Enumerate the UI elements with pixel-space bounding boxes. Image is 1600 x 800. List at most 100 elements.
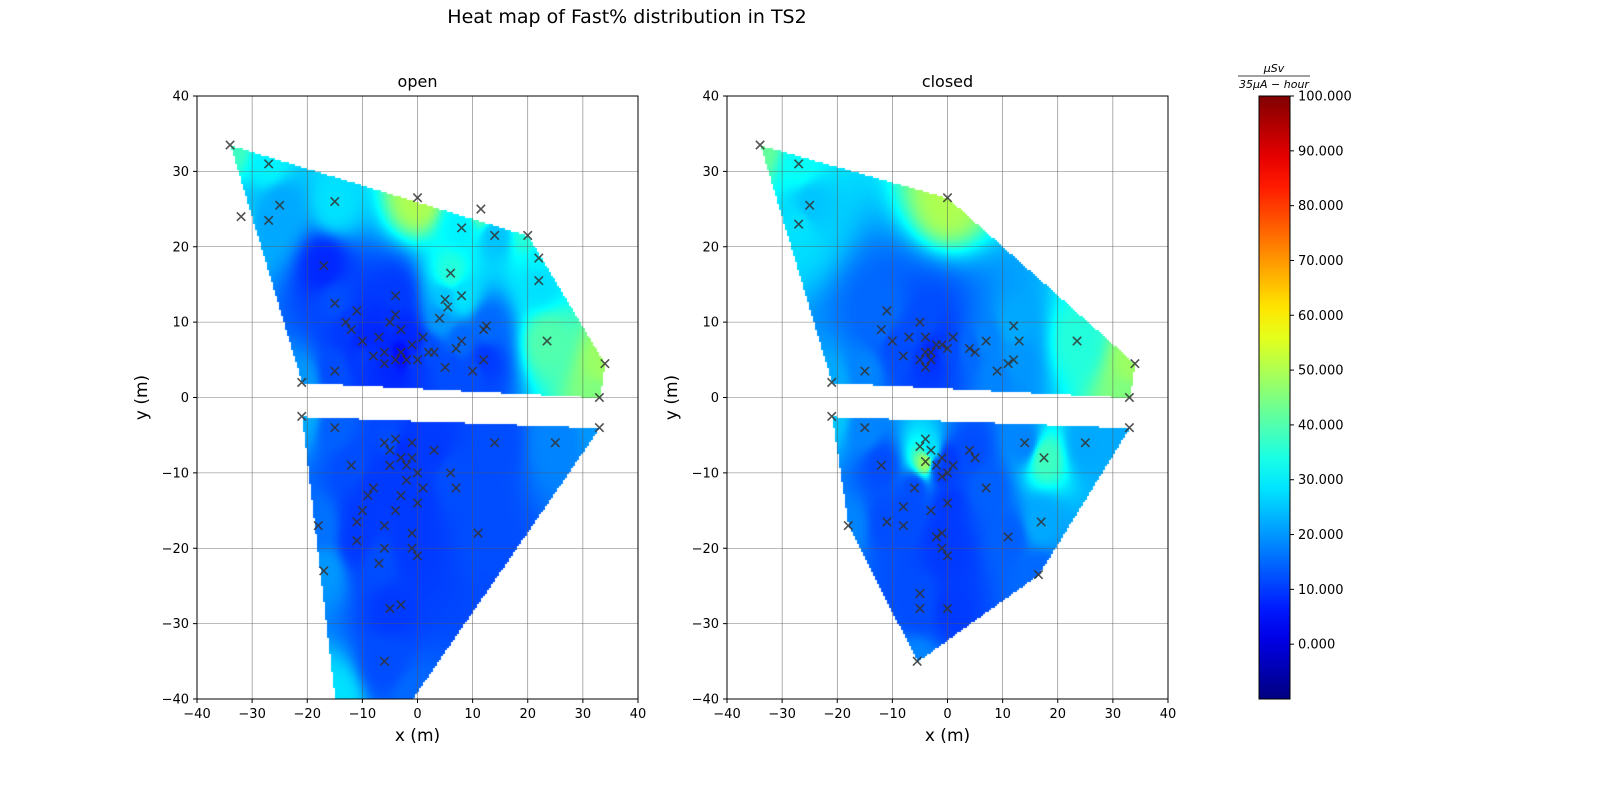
sample-marker (793, 219, 804, 229)
sample-marker (390, 309, 401, 320)
y-tick-label: −10 (162, 466, 189, 481)
x-tick-label: 10 (994, 707, 1011, 722)
y-tick-label: 40 (702, 90, 719, 105)
sample-marker (898, 502, 909, 512)
sample-marker (456, 290, 467, 301)
sample-marker (1072, 336, 1082, 346)
y-tick-label: 40 (172, 90, 189, 105)
sample-marker (964, 343, 975, 354)
x-tick-label: 30 (575, 707, 592, 722)
sample-marker (396, 453, 406, 463)
sample-marker (440, 294, 450, 305)
sample-marker (594, 392, 605, 403)
sample-marker (390, 434, 401, 444)
y-tick-label: −20 (692, 542, 719, 557)
colorbar-tick-label: 60.000 (1298, 309, 1344, 324)
sample-marker (296, 411, 307, 422)
sample-marker (467, 366, 478, 376)
sample-marker (826, 411, 837, 422)
sample-marker (942, 468, 953, 478)
sample-marker (1008, 321, 1019, 331)
x-tick-label: 0 (413, 707, 421, 722)
y-tick-label: −20 (162, 542, 189, 557)
sample-marker (793, 159, 804, 169)
sample-marker (443, 302, 453, 312)
sample-marker (981, 483, 991, 493)
sample-marker (478, 324, 489, 335)
sample-marker (920, 456, 931, 467)
sample-marker (926, 355, 936, 365)
y-tick-label: −40 (692, 693, 719, 708)
sample-marker (390, 290, 401, 301)
sample-marker (407, 437, 417, 448)
subplots: −40 −30 −20 −10 0 10 20 30 40 −40 −30 −20 −10 0 10 20 30… (132, 72, 1176, 746)
y-tick-label: 10 (702, 316, 719, 331)
sample-marker (942, 498, 953, 508)
sample-marker (407, 453, 417, 463)
y-tick-label: 30 (702, 165, 719, 180)
sample-marker (876, 460, 887, 471)
sample-marker (904, 332, 914, 342)
colorbar-tick-label: 50.000 (1298, 364, 1344, 379)
sample-marker (390, 355, 401, 365)
sample-marker (296, 377, 307, 388)
x-tick-label: 0 (943, 707, 951, 722)
sample-marker (236, 211, 246, 222)
sample-marker (319, 260, 329, 271)
sample-marker (374, 558, 384, 569)
sample-marker (600, 358, 610, 369)
sample-marker (379, 656, 390, 667)
figure-title: Heat map of Fast% distribution in TS2 (447, 6, 806, 28)
x-tick-label: 40 (1160, 707, 1177, 722)
colorbar-tick-label: 20.000 (1298, 528, 1344, 543)
sample-marker (942, 603, 953, 614)
y-tick-label: 10 (172, 316, 189, 331)
sample-marker (898, 351, 909, 361)
sample-marker (396, 324, 406, 335)
sample-marker (755, 140, 765, 150)
y-tick-label: −30 (162, 617, 189, 632)
sample-marker (937, 543, 947, 554)
sample-marker (909, 483, 920, 493)
sample-marker (319, 566, 329, 576)
colorbar-tick-label: 70.000 (1298, 254, 1344, 269)
colorbar-tick-label: 10.000 (1298, 583, 1344, 598)
sample-marker (445, 468, 456, 478)
sample-marker (1019, 437, 1030, 448)
sample-marker (1124, 392, 1135, 403)
sample-marker (352, 306, 362, 316)
colorbar-tick-label: 90.000 (1298, 144, 1344, 159)
colorbar-tick-label: 80.000 (1298, 199, 1344, 214)
sample-marker (330, 298, 340, 309)
sample-marker (1014, 336, 1024, 346)
y-tick-label: 20 (172, 240, 189, 255)
sample-marker (948, 460, 958, 471)
sample-marker (418, 332, 428, 342)
sample-marker (534, 253, 544, 263)
sample-marker (456, 223, 467, 233)
sample-marker (313, 520, 324, 531)
sample-marker (931, 460, 942, 471)
sample-marker (368, 483, 379, 493)
sample-marker (542, 336, 552, 346)
sample-marker (412, 468, 423, 478)
sample-marker (826, 377, 837, 388)
sample-marker (843, 520, 854, 531)
sample-marker (915, 588, 925, 599)
sample-marker (379, 520, 390, 531)
colorbar-gradient (1258, 95, 1291, 700)
sample-marker (920, 332, 931, 342)
sample-marker (401, 475, 412, 486)
sample-marker (1124, 422, 1135, 433)
sample-marker (473, 528, 483, 538)
subplot-title: closed (922, 72, 973, 91)
sample-marker (412, 551, 423, 561)
sample-marker (937, 471, 947, 482)
subplot-closed: −40 −30 −20 −10 0 10 20 30 40 −40 −30 −20 −10 0 10 20 30… (662, 72, 1176, 746)
sample-marker (981, 336, 991, 346)
x-axis-label: x (m) (925, 726, 970, 746)
sample-marker (352, 517, 362, 527)
sample-marker (390, 505, 401, 516)
sample-marker (915, 317, 925, 327)
